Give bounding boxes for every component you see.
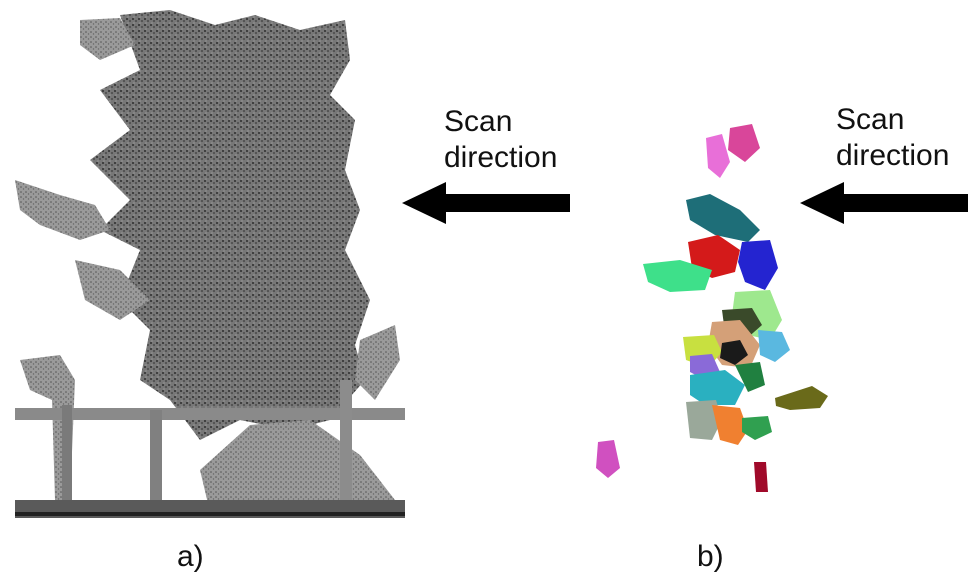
segment-olive-right [775,386,828,410]
segment-dark-center [720,340,748,365]
segment-pink-bottom [596,440,620,478]
segment-cyan [758,330,790,362]
segment-blue [738,240,778,290]
caption-b: b) [697,540,724,573]
segment-green-lower [742,416,772,440]
segmented-point-cloud [596,124,828,492]
point-cloud-tree-grayscale [15,10,405,518]
left-structure [20,355,75,500]
left-post [62,405,72,505]
tree-canopy-top-left [80,18,135,60]
segment-darkred-bottom [754,462,768,492]
scan-direction-arrow-a-icon [402,182,570,224]
segment-teal-mid [690,370,745,405]
segment-magenta-top [728,124,760,162]
segment-teal [686,194,760,242]
segment-pink-top [706,134,730,178]
middle-post [150,410,162,505]
ground-line [15,512,405,516]
scan-label-b-line2: direction [836,139,950,172]
tree-canopy [90,10,370,440]
segment-green-mid [735,362,765,392]
segment-green-left [643,260,712,292]
scan-label-b-line1: Scan [836,103,905,136]
scan-direction-label-b: Scan direction [836,102,949,174]
segment-orange [712,405,748,445]
tree-canopy-left-foliage [15,180,110,240]
tent-shape [200,420,395,512]
caption-a: a) [177,540,204,573]
scan-label-a-line2: direction [444,141,558,174]
scan-direction-label-a: Scan direction [444,104,557,176]
right-post [340,380,352,510]
scan-label-a-line1: Scan [444,105,513,138]
segment-gray-lower [686,400,722,440]
tree-canopy-left-foliage-2 [75,260,150,320]
horizontal-beam [15,408,405,420]
scan-direction-arrow-b-icon [800,182,968,224]
right-branch [355,325,400,400]
